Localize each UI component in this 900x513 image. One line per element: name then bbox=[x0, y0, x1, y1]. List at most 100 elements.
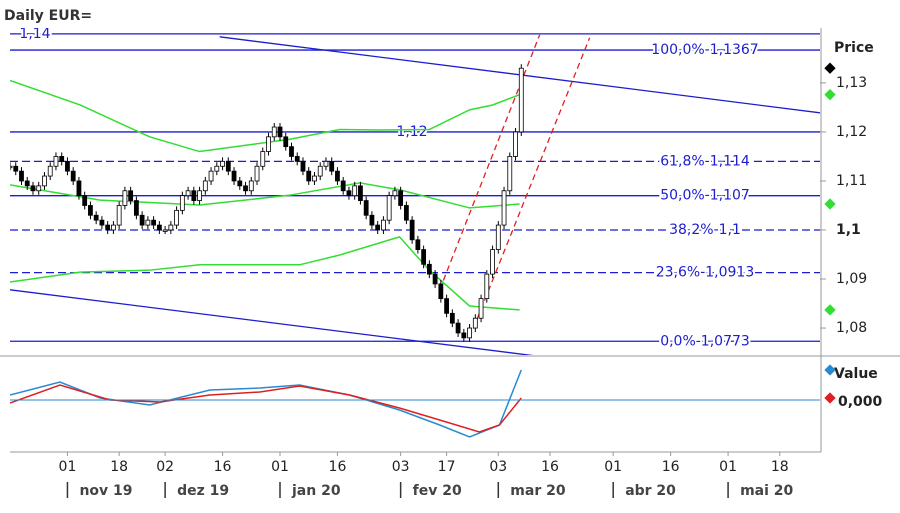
x-tick-label: 18 bbox=[771, 459, 789, 475]
candle-body bbox=[358, 185, 363, 201]
level-label: 50,0%-1,107 bbox=[660, 188, 750, 204]
candle-body bbox=[30, 185, 36, 192]
candle-body bbox=[484, 273, 490, 300]
candle-body bbox=[128, 190, 134, 201]
candle-body bbox=[507, 156, 513, 192]
level-label: 38,2%-1,1 bbox=[669, 222, 741, 238]
candle-body bbox=[116, 205, 122, 226]
candle-body bbox=[449, 312, 455, 324]
candle-body bbox=[202, 180, 208, 192]
candle-body bbox=[145, 219, 151, 226]
candle-body bbox=[42, 175, 47, 187]
candle-body bbox=[461, 332, 467, 339]
candle-body bbox=[329, 160, 335, 172]
candle-body bbox=[93, 214, 99, 221]
candle-body bbox=[312, 175, 317, 182]
candle-body bbox=[403, 205, 409, 221]
candle-body bbox=[162, 229, 168, 232]
candle-body bbox=[208, 170, 214, 182]
trendline bbox=[468, 37, 591, 339]
y-axis-label: Price bbox=[834, 40, 874, 56]
candle-body bbox=[111, 224, 116, 231]
month-label: fev 20 bbox=[413, 483, 462, 499]
candle-body bbox=[444, 298, 449, 314]
candle-body bbox=[151, 219, 157, 226]
candle-body bbox=[306, 170, 312, 182]
y-tick-label: 1,09 bbox=[836, 271, 867, 287]
candle-body bbox=[432, 273, 438, 285]
candle-body bbox=[346, 190, 352, 197]
x-tick-label: 03 bbox=[489, 459, 507, 475]
y-tick-label: 1,11 bbox=[836, 173, 867, 189]
candle-body bbox=[271, 126, 277, 138]
last-value-marker bbox=[824, 62, 836, 74]
candle-body bbox=[19, 170, 24, 182]
band-line bbox=[10, 235, 520, 311]
oscillator-axis-label: Value bbox=[834, 366, 878, 382]
candle-body bbox=[105, 224, 111, 231]
candle-body bbox=[10, 165, 13, 169]
y-tick-label: 1,12 bbox=[836, 124, 867, 140]
candle-body bbox=[53, 156, 59, 167]
candle-body bbox=[168, 224, 174, 231]
candle-body bbox=[197, 190, 202, 201]
candle-body bbox=[478, 298, 484, 319]
last-value-marker bbox=[824, 198, 836, 210]
candle-body bbox=[369, 214, 375, 226]
month-label: jan 20 bbox=[291, 483, 341, 499]
x-tick-label: 01 bbox=[271, 459, 289, 475]
band-line bbox=[10, 182, 520, 209]
candle-body bbox=[501, 190, 507, 226]
candle-body bbox=[254, 165, 260, 182]
main-panel: 100,0%-1,1367 1,14 1,12 61,8%-1,114 50,0%-1,… bbox=[10, 28, 820, 355]
candle-body bbox=[289, 146, 294, 157]
y-tick-label: 0,000 bbox=[838, 394, 883, 410]
last-value-marker bbox=[824, 89, 836, 101]
candle-body bbox=[283, 136, 289, 148]
candle-body bbox=[133, 200, 139, 216]
x-tick-label: 16 bbox=[214, 459, 232, 475]
last-value-marker bbox=[824, 304, 836, 316]
candle-body bbox=[174, 209, 179, 226]
candle-body bbox=[179, 195, 185, 211]
x-tick-label: 16 bbox=[662, 459, 680, 475]
band-line bbox=[10, 79, 520, 153]
candle-body bbox=[225, 160, 231, 172]
candle-body bbox=[409, 219, 415, 241]
x-tick-label: 16 bbox=[329, 459, 347, 475]
x-tick-label: 17 bbox=[438, 459, 456, 475]
candle-body bbox=[13, 165, 19, 172]
month-label: mai 20 bbox=[740, 483, 793, 499]
trendline bbox=[439, 34, 541, 291]
candle-body bbox=[59, 156, 65, 162]
oscillator-panel bbox=[10, 369, 522, 438]
candle-body bbox=[122, 190, 128, 206]
x-tick-label: 01 bbox=[719, 459, 737, 475]
x-tick-label: 01 bbox=[59, 459, 77, 475]
candle-body bbox=[248, 180, 254, 192]
candle-body bbox=[99, 219, 105, 226]
candle-body bbox=[214, 165, 220, 172]
candle-body bbox=[294, 156, 300, 162]
candle-body bbox=[24, 180, 30, 187]
candle-body bbox=[237, 180, 243, 187]
candle-body bbox=[340, 180, 346, 192]
candle-body bbox=[266, 136, 271, 152]
candle-body bbox=[156, 224, 162, 231]
level-label: 1,12 bbox=[396, 124, 427, 140]
x-tick-label: 16 bbox=[541, 459, 559, 475]
level-label: 61,8%-1,114 bbox=[660, 153, 750, 169]
level-label: 100,0%-1,1367 bbox=[651, 42, 758, 58]
candle-body bbox=[260, 151, 266, 167]
candle-body bbox=[415, 239, 421, 250]
candle-body bbox=[386, 195, 392, 221]
last-value-marker bbox=[824, 392, 836, 404]
candle-body bbox=[421, 249, 427, 265]
oscillator-line bbox=[10, 369, 522, 438]
candle-body bbox=[220, 160, 225, 167]
candle-body bbox=[495, 224, 501, 250]
candle-body bbox=[65, 160, 70, 172]
candle-body bbox=[352, 185, 358, 197]
candle-body bbox=[381, 219, 386, 231]
